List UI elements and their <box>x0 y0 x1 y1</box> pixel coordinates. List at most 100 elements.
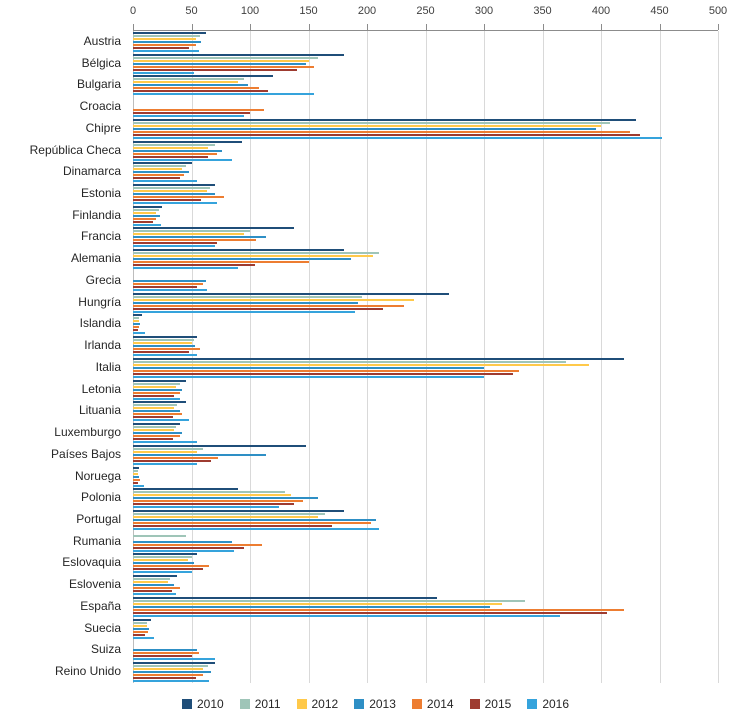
category-label: Hungría <box>78 294 121 309</box>
bar-2016 <box>133 115 245 118</box>
bar-2014 <box>133 630 149 633</box>
category-label: Bulgaria <box>76 77 121 92</box>
bar-2010 <box>133 596 438 599</box>
bar-group <box>133 487 718 509</box>
legend-swatch <box>469 699 480 709</box>
bar-2013 <box>133 214 160 217</box>
category-label: Países Bajos <box>50 446 121 461</box>
bar-2014 <box>133 43 197 46</box>
bar-2014 <box>133 674 204 677</box>
bar-2012 <box>133 124 601 127</box>
bar-2012 <box>133 168 183 171</box>
bar-2012 <box>133 146 208 149</box>
category-label: Croacia <box>79 99 121 114</box>
bar-2013 <box>133 649 198 652</box>
bar-2016 <box>133 462 198 465</box>
bar-2014 <box>133 261 309 264</box>
bar-2014 <box>133 239 256 242</box>
bar-2014 <box>133 217 157 220</box>
bar-group <box>133 53 718 75</box>
bar-2015 <box>133 351 190 354</box>
gridline <box>659 31 661 683</box>
gridline <box>308 31 310 683</box>
category-label: Alemania <box>70 251 121 266</box>
bar-2015 <box>133 394 174 397</box>
bar-2015 <box>133 285 198 288</box>
x-tick-mark <box>425 24 427 30</box>
bar-2016 <box>133 245 215 248</box>
category-label: Estonia <box>80 185 121 200</box>
bar-2016 <box>133 506 280 509</box>
bar-2013 <box>133 62 307 65</box>
bar-2013 <box>133 171 190 174</box>
bar-2011 <box>133 404 178 407</box>
bar-2011 <box>133 665 208 668</box>
category-label: Suiza <box>90 642 121 657</box>
x-tick-label: 50 <box>185 5 198 17</box>
bar-group <box>133 357 718 379</box>
legend: 2010 2011 2012 2013 2014 2015 2016 <box>0 697 751 711</box>
bar-2011 <box>133 339 194 342</box>
category-label: Francia <box>80 229 121 244</box>
bar-2016 <box>133 310 356 313</box>
bar-2010 <box>133 444 307 447</box>
legend-swatch <box>411 699 422 709</box>
bar-2011 <box>133 578 171 581</box>
bar-2016 <box>133 180 198 183</box>
bar-2012 <box>133 59 309 62</box>
bar-2015 <box>133 590 172 593</box>
bar-group <box>133 118 718 140</box>
bar-2012 <box>133 320 139 323</box>
bar-2014 <box>133 65 315 68</box>
bar-2014 <box>133 195 225 198</box>
gridline <box>542 31 544 683</box>
bar-2011 <box>133 512 325 515</box>
bar-2010 <box>133 227 295 230</box>
bar-2013 <box>133 432 183 435</box>
bar-2011 <box>133 121 611 124</box>
bar-2012 <box>133 429 174 432</box>
bar-2013 <box>133 388 183 391</box>
x-tick-label: 500 <box>708 5 728 17</box>
bar-2016 <box>133 136 662 139</box>
bar-2013 <box>133 562 194 565</box>
bar-2010 <box>133 357 625 360</box>
bar-2015 <box>133 264 255 267</box>
bar-2016 <box>133 658 215 661</box>
bar-2013 <box>133 453 267 456</box>
category-label: Italia <box>95 359 121 374</box>
bar-2015 <box>133 198 201 201</box>
legend-swatch <box>354 699 365 709</box>
bar-group <box>133 509 718 531</box>
bar-2014 <box>133 652 199 655</box>
bar-2010 <box>133 53 344 56</box>
bar-2013 <box>133 149 222 152</box>
bar-2010 <box>133 183 215 186</box>
bar-2010 <box>133 292 449 295</box>
bar-2016 <box>133 527 379 530</box>
category-label: Letonia <box>81 381 121 396</box>
legend-label: 2016 <box>542 697 570 711</box>
bar-2014 <box>133 152 218 155</box>
bar-2010 <box>133 249 344 252</box>
x-tick-mark <box>250 24 251 30</box>
bar-2015 <box>133 329 138 332</box>
bar-2011 <box>133 382 180 385</box>
x-tick-label: 400 <box>591 5 611 17</box>
legend-item: 2016 <box>527 697 569 711</box>
bar-2014 <box>133 130 631 133</box>
legend-item: 2013 <box>354 697 396 711</box>
bar-2015 <box>133 655 192 658</box>
bar-2016 <box>133 484 144 487</box>
bar-2011 <box>133 534 186 537</box>
bar-2010 <box>133 75 274 78</box>
gridline <box>250 31 251 683</box>
x-axis: 0 50 100 150 200 250 300 350 400 450 500 <box>130 0 727 30</box>
legend-label: 2014 <box>426 697 454 711</box>
bar-2010 <box>133 118 637 121</box>
bar-group <box>133 444 718 466</box>
bar-group <box>133 640 718 662</box>
category-label: Eslovaquia <box>62 555 121 570</box>
bar-2013 <box>133 671 212 674</box>
bar-group <box>133 661 718 683</box>
